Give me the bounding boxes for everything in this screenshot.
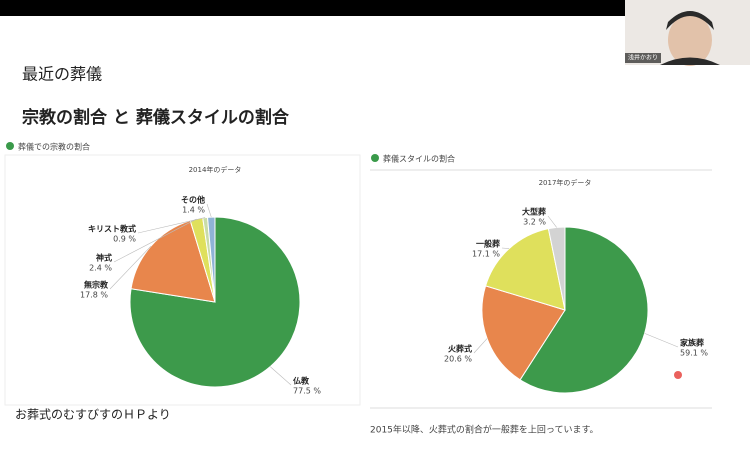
chart-frame xyxy=(4,154,361,406)
heading-icon xyxy=(6,142,14,150)
pie-slice xyxy=(206,216,216,303)
slice-label: 火葬式 xyxy=(448,344,472,354)
leader-line xyxy=(473,338,488,354)
leader-line xyxy=(501,247,510,249)
slice-value: 0.9 % xyxy=(113,235,136,244)
top-bar xyxy=(0,0,750,16)
leader-line xyxy=(206,203,212,218)
slide-title: 最近の葬儀 xyxy=(22,65,102,84)
slice-value: 59.1 % xyxy=(680,349,708,358)
pie-slice xyxy=(129,216,301,388)
slice-label: キリスト教式 xyxy=(88,224,136,234)
chart-title: 2014年のデータ xyxy=(189,165,242,174)
slice-value: 17.8 % xyxy=(80,291,108,300)
leader-line xyxy=(270,366,292,386)
slice-label: 仏教 xyxy=(292,376,310,386)
pie-slice xyxy=(519,226,649,394)
slice-value: 3.2 % xyxy=(523,218,546,227)
pie-slice xyxy=(130,220,216,303)
chart-heading: 葬儀での宗教の割合 xyxy=(18,142,90,152)
slice-label: その他 xyxy=(181,195,205,205)
leader-line xyxy=(547,215,557,228)
clothes xyxy=(660,57,720,65)
slice-label: 神式 xyxy=(96,253,112,263)
chart-title: 2017年のデータ xyxy=(539,178,592,187)
leader-line xyxy=(109,245,152,290)
slice-label: 一般葬 xyxy=(476,239,500,249)
slice-label: 家族葬 xyxy=(680,338,704,348)
leader-line xyxy=(644,333,679,348)
footnote: 2015年以降、火葬式の割合が一般葬を上回っています。 xyxy=(370,424,599,436)
slice-label: 大型葬 xyxy=(522,207,546,217)
slice-value: 77.5 % xyxy=(293,387,321,396)
source-note: お葬式のむすびすのＨＰより xyxy=(15,408,171,422)
slide-subtitle: 宗教の割合 と 葬儀スタイルの割合 xyxy=(22,107,290,128)
slice-value: 17.1 % xyxy=(472,250,500,259)
slice-label: 無宗教 xyxy=(84,280,109,290)
leader-line xyxy=(137,217,206,234)
chart-heading: 葬儀スタイルの割合 xyxy=(383,154,455,164)
slice-value: 20.6 % xyxy=(444,355,472,364)
cursor-dot xyxy=(674,371,682,379)
webcam-tile: 浅井かおり xyxy=(625,0,750,66)
slice-value: 1.4 % xyxy=(182,206,205,215)
hair xyxy=(666,11,714,30)
slice-value: 2.4 % xyxy=(89,264,112,273)
participant-name: 浅井かおり xyxy=(628,54,658,62)
name-tag xyxy=(625,53,661,63)
pie-slice xyxy=(481,285,566,381)
heading-icon xyxy=(371,154,379,162)
face xyxy=(668,14,712,66)
leader-line xyxy=(113,218,197,263)
pie-slice xyxy=(484,228,566,311)
